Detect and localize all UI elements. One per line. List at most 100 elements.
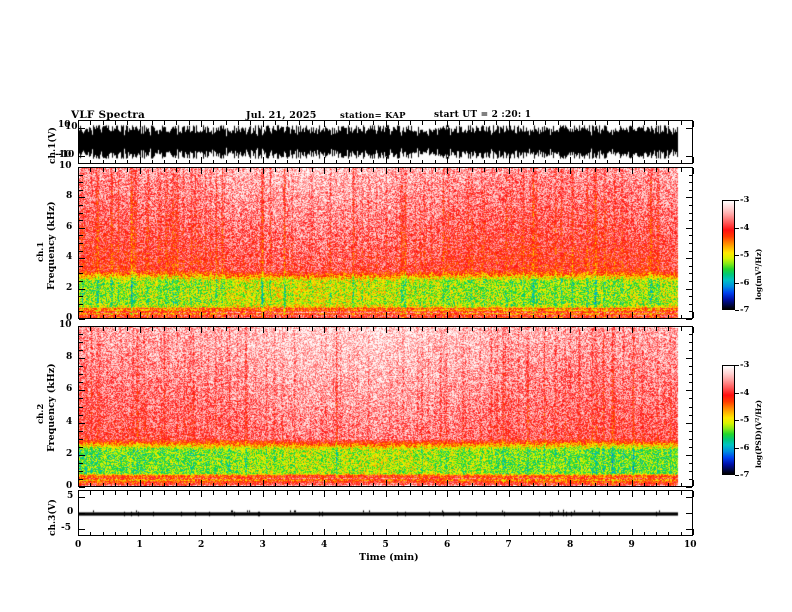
xtick-ch1wave — [509, 157, 510, 163]
ch3-ytick — [686, 513, 692, 514]
xtick-ch2spec — [238, 327, 239, 331]
ch3-ytick — [686, 529, 692, 530]
xtick-ch3wave — [447, 491, 448, 497]
xtick-ch1spec — [238, 314, 239, 318]
xtick-ch2spec — [435, 327, 436, 331]
xtick-ch2spec — [582, 327, 583, 331]
ch1-ytick — [688, 190, 692, 191]
xtick-ch1spec — [693, 312, 694, 318]
xtick-ch1spec — [164, 314, 165, 318]
colorbar-tick-label: -3 — [740, 195, 750, 205]
xtick-ch1spec — [496, 168, 497, 172]
xtick-ch2spec — [336, 327, 337, 331]
ch2-ytick — [688, 366, 692, 367]
xtick-ch1wave — [607, 121, 608, 125]
ch2-ytick — [686, 326, 692, 327]
xtick-ch2spec — [152, 327, 153, 331]
xtick-ch3wave — [545, 491, 546, 495]
xtick-ch2spec — [201, 480, 202, 486]
xtick-ch2spec — [140, 480, 141, 486]
ch1-ytick — [688, 296, 692, 297]
xtick-ch2spec — [521, 482, 522, 486]
xtick-ch3wave — [287, 531, 288, 535]
colorbar-ch1-label: log(mV²/Hz) — [754, 248, 763, 300]
xtick-ch3wave — [336, 531, 337, 535]
xtick-ch1spec — [595, 314, 596, 318]
xtick-ch2spec — [312, 327, 313, 331]
xtick-ch2spec — [361, 482, 362, 486]
xtick-ch3wave — [545, 531, 546, 535]
xtick-ch1spec — [189, 314, 190, 318]
xtick-ch2spec — [484, 482, 485, 486]
ch1-y-tick-label-6: 6 — [66, 221, 73, 232]
xtick-ch2spec — [226, 327, 227, 331]
xtick-ch3wave — [533, 531, 534, 535]
xtick-ch1wave — [226, 159, 227, 163]
xtick-ch3wave — [127, 531, 128, 535]
xtick-ch3wave — [410, 491, 411, 495]
ch2-ytick — [79, 471, 83, 472]
ch2-ytick — [79, 398, 83, 399]
xtick-ch1spec — [226, 168, 227, 172]
xtick-ch3wave — [668, 531, 669, 535]
xtick-ch1wave — [324, 157, 325, 163]
xtick-ch1spec — [78, 312, 79, 318]
xtick-ch1spec — [78, 168, 79, 174]
xtick-ch1wave — [484, 121, 485, 125]
xtick-ch1spec — [263, 312, 264, 318]
xtick-ch2spec — [496, 327, 497, 331]
xtick-ch1wave — [447, 157, 448, 163]
colorbar-tick-label: -4 — [740, 388, 750, 398]
xtick-ch3wave — [78, 529, 79, 535]
xtick-ch1wave — [127, 121, 128, 125]
xtick-ch1wave — [373, 121, 374, 125]
xtick-ch2spec — [127, 482, 128, 486]
xtick-ch3wave — [496, 491, 497, 495]
xtick-ch1spec — [484, 314, 485, 318]
colorbar-tick — [735, 420, 739, 421]
xtick-ch1spec — [496, 314, 497, 318]
xtick-ch3wave — [521, 531, 522, 535]
xtick-ch1spec — [115, 314, 116, 318]
xtick-ch3wave — [176, 491, 177, 495]
x-tick-label-2: 2 — [198, 540, 205, 550]
ch1-ytick — [79, 273, 83, 274]
colorbar-tick — [735, 448, 739, 449]
ch2-y-tick-label-8: 8 — [66, 352, 73, 363]
xtick-ch2spec — [545, 327, 546, 331]
xtick-ch3wave — [226, 531, 227, 535]
xtick-ch3wave — [349, 531, 350, 535]
xtick-ch1spec — [127, 314, 128, 318]
xtick-ch1wave — [386, 121, 387, 127]
ch2-ytick — [688, 350, 692, 351]
ch3-y-tick-label: -5 — [61, 523, 71, 533]
ch2-ytick — [688, 342, 692, 343]
xtick-ch2spec — [349, 482, 350, 486]
ch1-waveform-trace — [79, 121, 692, 163]
x-tick-label-4: 4 — [321, 540, 328, 550]
ch2-ytick — [79, 358, 85, 359]
ch1-ytick — [79, 251, 83, 252]
xtick-ch1wave — [287, 121, 288, 125]
ch2-ytick — [79, 455, 85, 456]
xtick-ch1wave — [410, 159, 411, 163]
xtick-ch3wave — [472, 491, 473, 495]
xtick-ch3wave — [250, 491, 251, 495]
x-tick-label-9: 9 — [628, 540, 635, 550]
xtick-ch1spec — [656, 168, 657, 172]
xtick-ch2spec — [558, 482, 559, 486]
ch1-ytick — [79, 296, 83, 297]
x-tick-label-7: 7 — [505, 540, 512, 550]
xtick-ch1wave — [398, 121, 399, 125]
ch2-ytick — [79, 407, 83, 408]
xtick-ch2spec — [422, 327, 423, 331]
ch1-ytick — [686, 167, 692, 168]
xtick-ch1spec — [398, 314, 399, 318]
xtick-ch1spec — [545, 314, 546, 318]
xtick-ch3wave — [435, 491, 436, 495]
xtick-ch3wave — [656, 531, 657, 535]
xtick-ch1wave — [410, 121, 411, 125]
xtick-ch3wave — [115, 531, 116, 535]
colorbar-tick — [735, 393, 739, 394]
